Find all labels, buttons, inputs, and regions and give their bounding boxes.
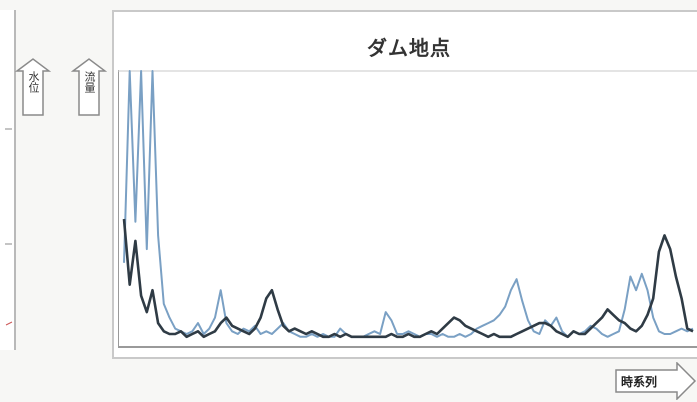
up-arrow-icon xyxy=(71,58,107,116)
water-level-axis-arrow: 水位 xyxy=(15,57,51,117)
adjacent-series-fragment xyxy=(5,321,13,326)
plot-area xyxy=(118,70,697,348)
up-arrow-icon xyxy=(15,58,51,116)
time-axis-label: 時系列 xyxy=(621,375,658,389)
chart-title: ダム地点 xyxy=(367,36,451,60)
water-level-axis-label: 水位 xyxy=(27,71,40,93)
flow-axis-label: 流量 xyxy=(83,71,96,93)
time-axis-arrow: 時系列 xyxy=(615,362,697,400)
adjacent-panel-edge xyxy=(0,10,16,350)
chart-panel: ダム地点 xyxy=(112,10,697,359)
flow-axis-arrow: 流量 xyxy=(71,57,107,117)
series-line-2 xyxy=(122,218,694,339)
series-line-1 xyxy=(123,70,694,338)
right-arrow-icon xyxy=(615,362,697,400)
